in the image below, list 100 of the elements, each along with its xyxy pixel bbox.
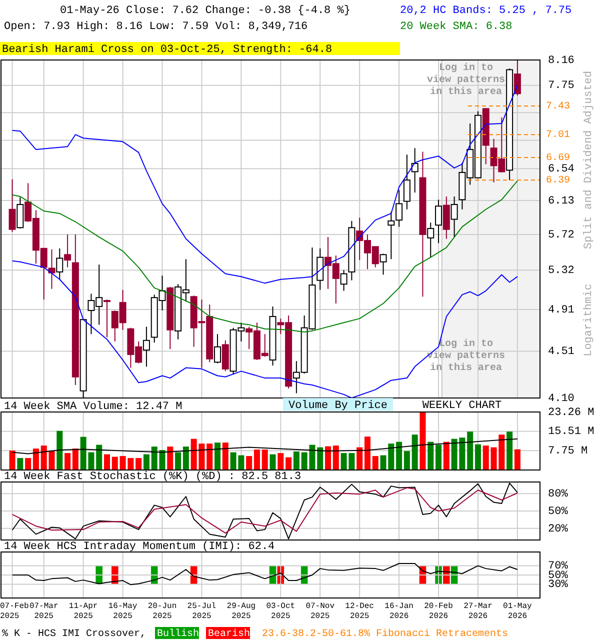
bar [412, 434, 418, 470]
text: Bullish [157, 628, 200, 640]
bar [506, 432, 513, 470]
line-series [12, 180, 518, 332]
bar [293, 452, 300, 470]
bar [317, 447, 324, 470]
bar [56, 430, 63, 470]
bar [214, 442, 220, 470]
bar [25, 458, 32, 470]
bar [96, 444, 102, 470]
bar [136, 458, 142, 470]
line-series [12, 438, 518, 454]
chart-subtitle: Open: 7.93 High: 8.16 Low: 7.59 Vol: 8,349,716 [4, 21, 308, 33]
y-tick-label: 80% [548, 488, 568, 501]
candlestick [396, 190, 403, 228]
ref-line-label: 6.39 [546, 176, 570, 187]
y-tick-label: 50% [548, 506, 568, 518]
x-tick-label: 11-Apr 2025 [68, 602, 98, 621]
annotation: WEEKLY CHART [422, 400, 502, 412]
x-tick-label: 01-May 2026 [503, 602, 532, 621]
candlestick [103, 299, 110, 338]
bar [175, 452, 182, 470]
y-tick-label: 7.75 [548, 80, 574, 92]
chart-title: 01-May-26 Close: 7.62 Change: -0.38 {-4.8 %} [60, 5, 350, 17]
bar [206, 444, 213, 470]
text: Split and Dividend Adjusted [582, 70, 595, 250]
x-tick-label: 27-Mar 2026 [464, 602, 493, 621]
candlestick [427, 222, 434, 258]
y-tick-label: 20% [548, 523, 568, 536]
x-tick-label: 12-Dec 2025 [345, 602, 374, 621]
y-tick-label: 5.32 [548, 264, 574, 277]
candlestick [380, 253, 387, 276]
bar [17, 458, 24, 470]
x-tick-label: 16-Jan 2026 [384, 602, 414, 621]
ref-line-label: 7.43 [546, 102, 570, 113]
bar [222, 442, 228, 470]
bar [182, 446, 189, 470]
y-tick-label: 4.91 [548, 304, 575, 316]
bar [436, 444, 442, 470]
candlestick [8, 178, 16, 232]
y-tick-label: 15.51 M [548, 426, 594, 438]
x-tick-label: 03-Oct 2025 [266, 602, 296, 621]
x-tick-label: 07-Mar 2025 [29, 602, 58, 621]
candlestick [16, 196, 24, 229]
line-series [12, 563, 518, 586]
bar [270, 454, 276, 470]
bar [474, 444, 481, 470]
candlestick [56, 248, 64, 280]
text: 20,2 HC Bands: 5.25 , 7.75 [400, 5, 572, 17]
text: 20 Week SMA: 6.38 [400, 21, 512, 33]
x-tick-label: 16-May 2025 [108, 602, 138, 621]
ref-line-label: 7.01 [546, 130, 570, 142]
x-tick-label: 25-Jul 2025 [187, 602, 216, 621]
x-tick-label: 07-Nov 2025 [306, 602, 335, 621]
text: % K - HCS IMI Crossover, [2, 629, 146, 640]
candlestick [64, 234, 72, 268]
y-tick-label: 23.26 M [548, 406, 594, 419]
candlestick [435, 199, 442, 244]
bar [286, 457, 292, 470]
bar [372, 456, 378, 470]
text: 23.6-38.2-50-61.8% Fibonacci Retracements [262, 628, 508, 640]
bar [112, 456, 118, 470]
ref-line-label: 6.69 [546, 153, 570, 164]
x-tick-label: 20-Feb 2026 [424, 602, 454, 621]
annotation: Volume By Price [288, 400, 388, 412]
bar [332, 446, 339, 470]
y-tick-label: 30% [548, 579, 568, 592]
x-tick-label: 20-Jun 2025 [148, 602, 177, 621]
bar [167, 446, 174, 470]
y-tick-label: 4.51 [548, 346, 575, 358]
bar [325, 446, 332, 470]
text: Logarithmic [582, 284, 595, 356]
text: Bearish [208, 628, 250, 640]
line-series [12, 487, 518, 534]
bar [143, 454, 150, 470]
bar [278, 453, 284, 470]
y-tick-label: 6.13 [548, 195, 574, 208]
y-tick-label: 4.10 [548, 392, 574, 405]
candlestick [514, 60, 521, 96]
candlestick [403, 154, 410, 210]
chart-title: 14 Week Fast Stochastic (%K) (%D) : 82.5 81.3 [4, 471, 302, 483]
text: Bearish Harami Cross on 03-Oct-25, Strength: -64.8 [2, 44, 332, 56]
bar [64, 453, 71, 470]
y-tick-label: 6.54 [548, 164, 575, 176]
candlestick [214, 334, 221, 364]
bar [262, 450, 268, 470]
candlestick [388, 211, 395, 260]
bar [356, 447, 363, 470]
bar [72, 448, 78, 470]
bar [254, 450, 260, 470]
bar [32, 448, 39, 470]
candlestick [142, 326, 150, 368]
bar [396, 442, 402, 470]
candlestick [316, 248, 324, 290]
candlestick [450, 196, 458, 238]
bar [364, 436, 370, 470]
y-tick-label: 7.75 M [548, 446, 588, 458]
bar [428, 442, 434, 470]
chart-title: 14 Week SMA Volume: 12.47 M [4, 401, 182, 413]
bar [104, 454, 110, 470]
